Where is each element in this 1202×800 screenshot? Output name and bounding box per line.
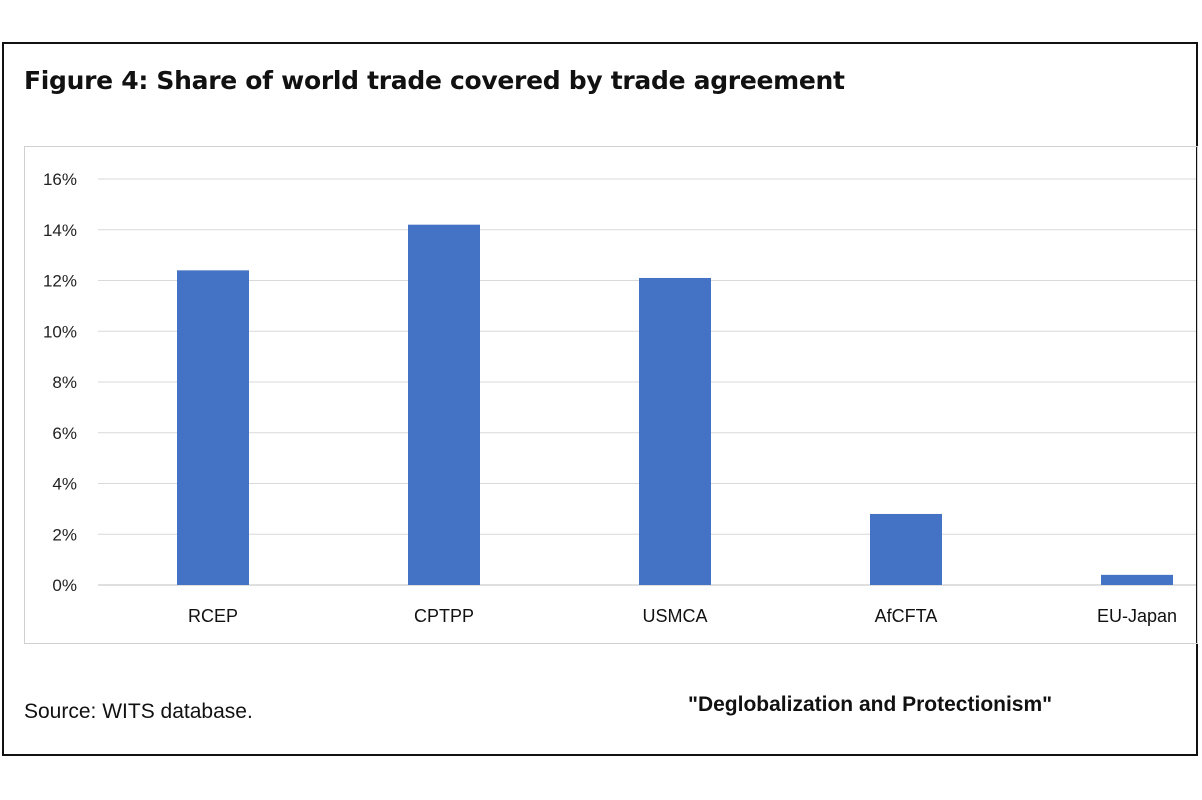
y-tick-label: 0%: [52, 576, 77, 595]
watermark-caption: "Deglobalization and Protectionism": [688, 693, 1053, 716]
source-note: Source: WITS database.: [24, 700, 253, 723]
y-tick-label: 10%: [43, 322, 77, 341]
x-category-label: EU-Japan: [1097, 606, 1177, 626]
chart-area-border: [24, 146, 1198, 644]
y-tick-label: 12%: [43, 272, 77, 291]
x-category-label: USMCA: [642, 606, 707, 626]
y-tick-label: 4%: [52, 475, 77, 494]
y-tick-label: 14%: [43, 221, 77, 240]
y-axis-tick-labels: 0% 2% 4% 6% 8% 10% 12% 14% 16%: [43, 170, 77, 595]
y-tick-label: 16%: [43, 170, 77, 189]
bar-rcep: [177, 270, 249, 585]
bar-cptpp: [408, 224, 480, 586]
bar-eu-japan: [1101, 574, 1173, 585]
figure-title: Figure 4: Share of world trade covered b…: [24, 66, 845, 95]
bars: [177, 224, 1173, 586]
bar-afcfta: [870, 513, 942, 585]
x-axis-category-labels: RCEP CPTPP USMCA AfCFTA EU-Japan: [188, 606, 1177, 626]
x-category-label: AfCFTA: [875, 606, 938, 626]
x-category-label: CPTPP: [414, 606, 474, 626]
y-tick-label: 2%: [52, 525, 77, 544]
y-tick-label: 8%: [52, 373, 77, 392]
bar-usmca: [639, 277, 711, 585]
y-tick-label: 6%: [52, 424, 77, 443]
x-category-label: RCEP: [188, 606, 238, 626]
